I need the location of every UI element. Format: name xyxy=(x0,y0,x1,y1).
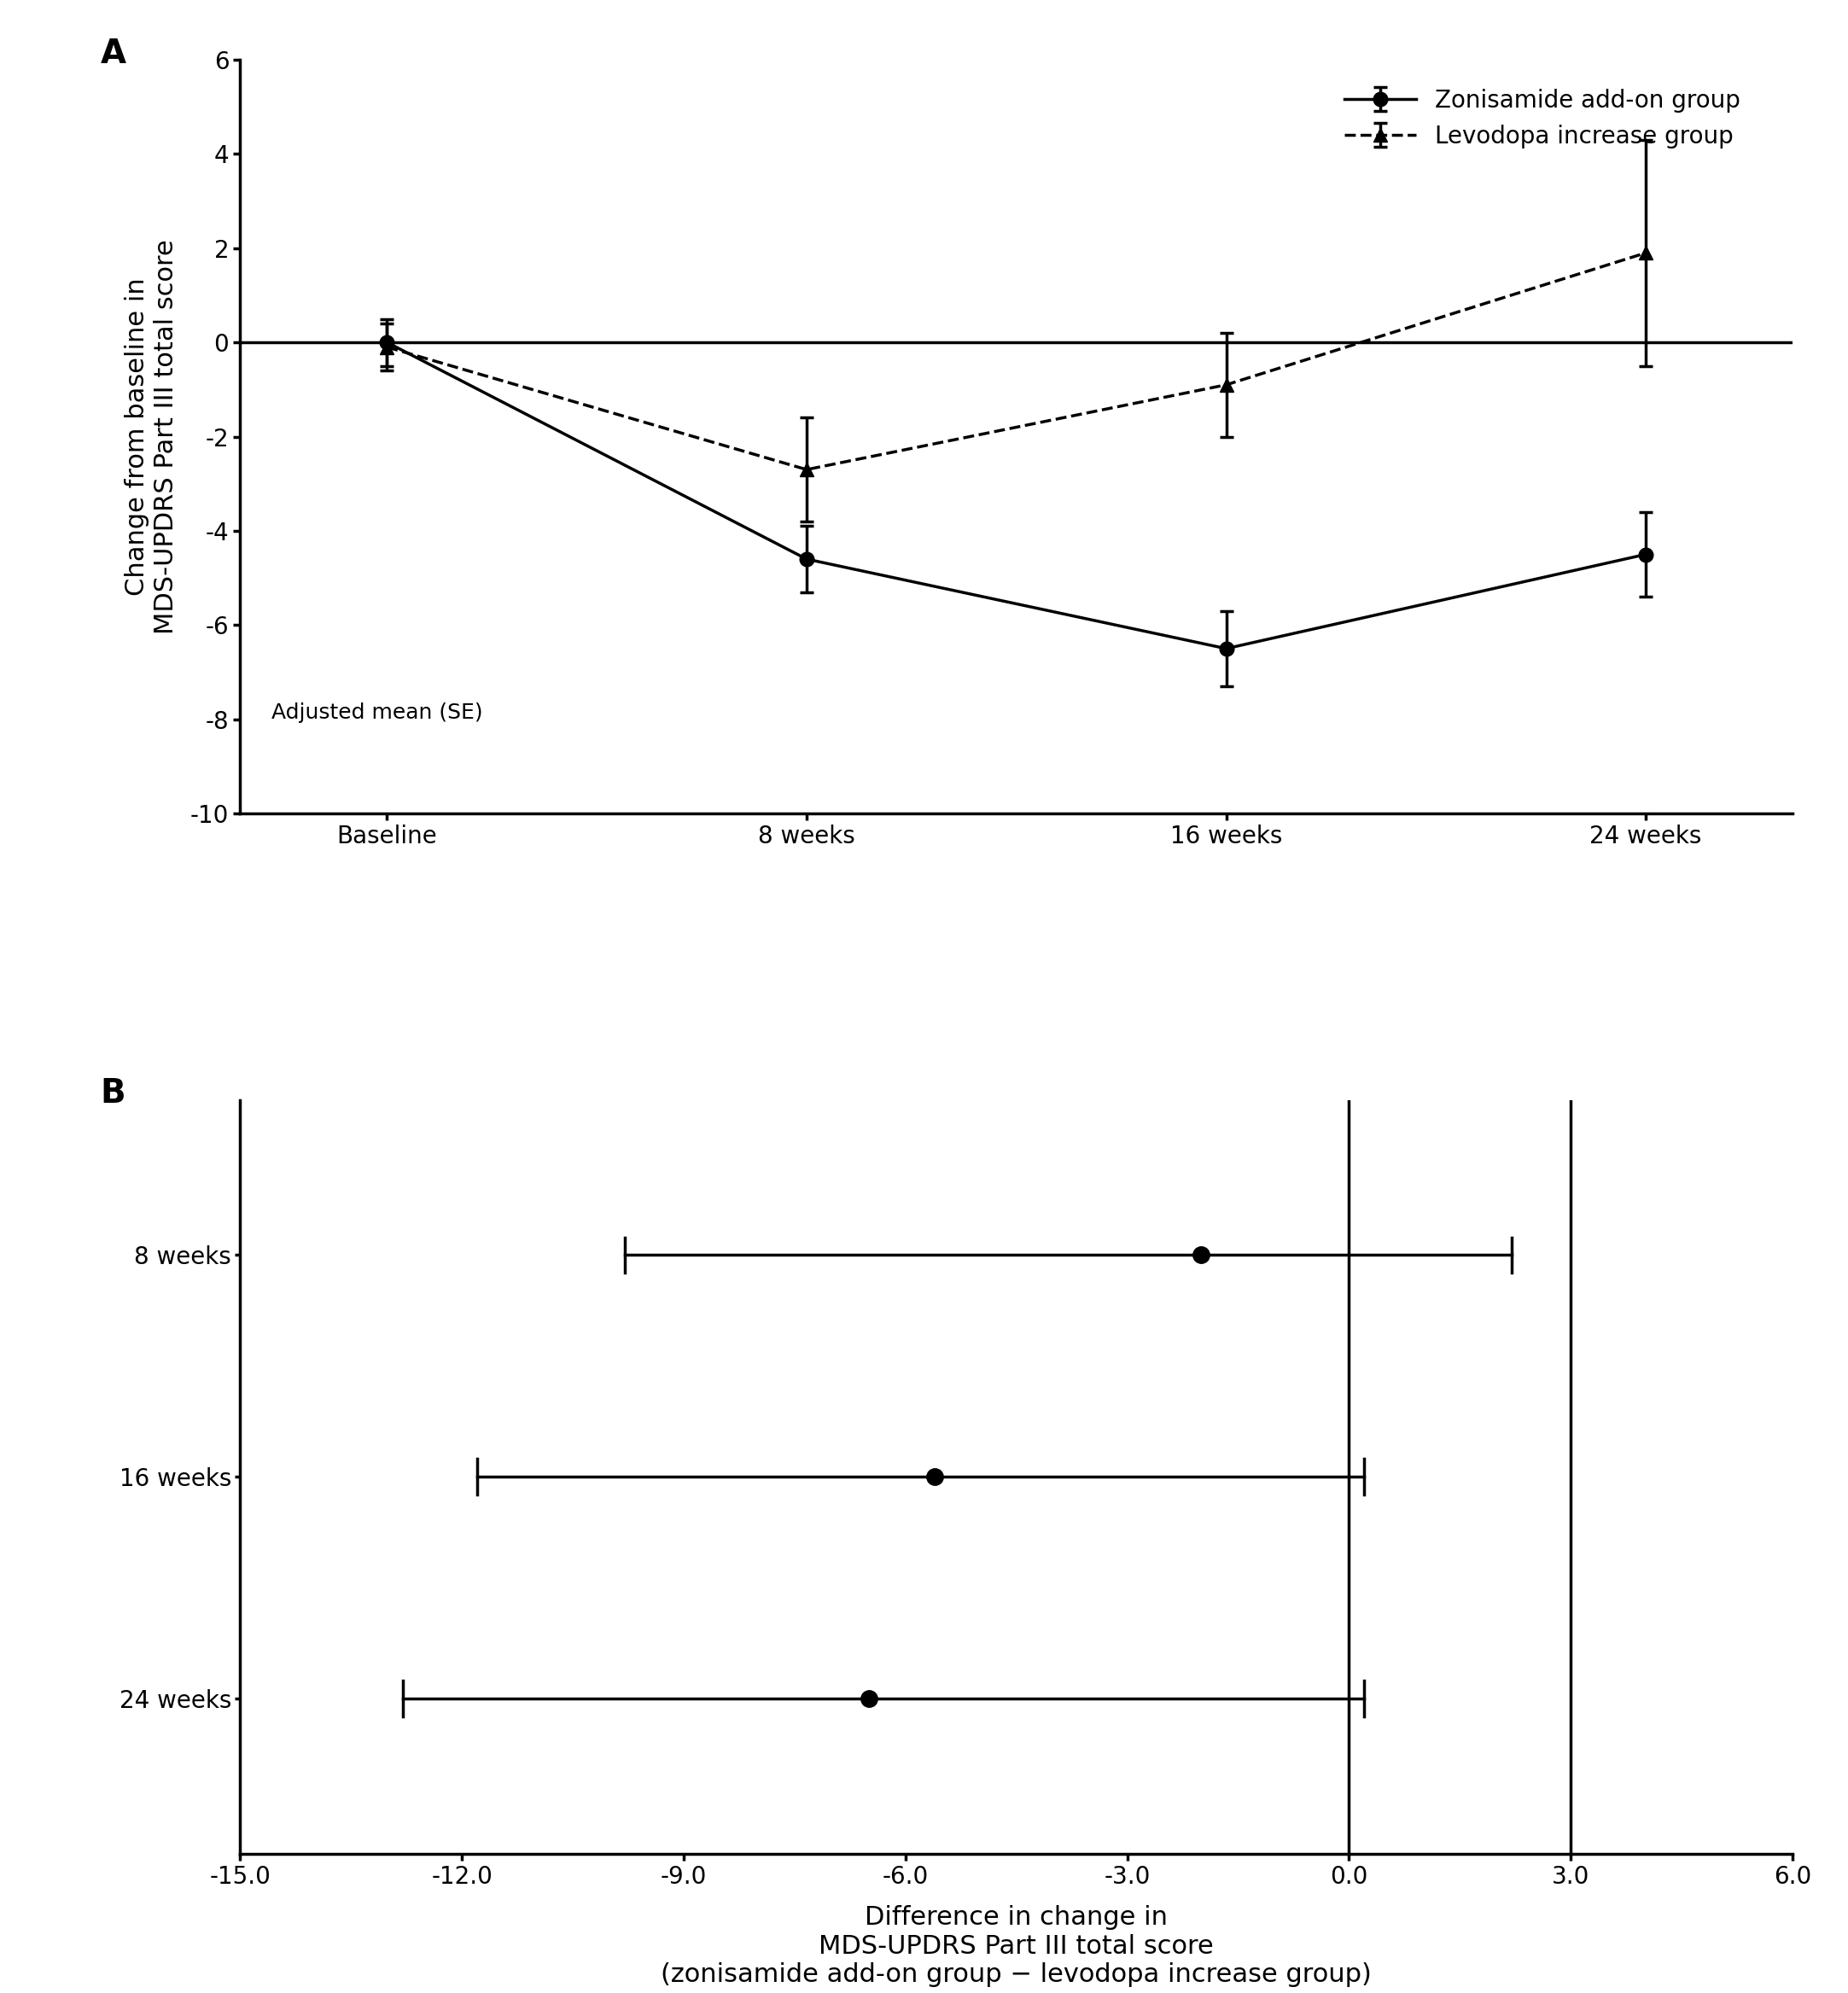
Text: A: A xyxy=(100,38,126,70)
Y-axis label: Change from baseline in
MDS-UPDRS Part III total score: Change from baseline in MDS-UPDRS Part I… xyxy=(126,239,179,634)
X-axis label: Difference in change in
MDS-UPDRS Part III total score
(zonisamide add-on group : Difference in change in MDS-UPDRS Part I… xyxy=(662,1905,1371,1987)
Legend: Zonisamide add-on group, Levodopa increase group: Zonisamide add-on group, Levodopa increa… xyxy=(1334,80,1750,157)
Text: Adjusted mean (SE): Adjusted mean (SE) xyxy=(272,702,482,723)
Text: B: B xyxy=(100,1078,126,1110)
